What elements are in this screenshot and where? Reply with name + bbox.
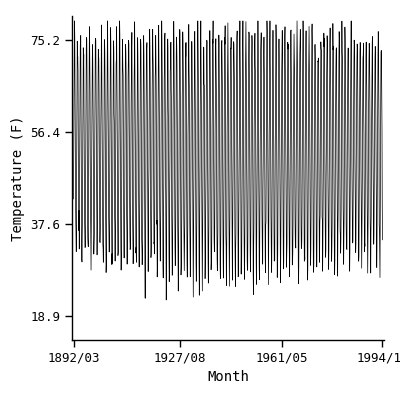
X-axis label: Month: Month: [207, 370, 249, 384]
Y-axis label: Temperature (F): Temperature (F): [11, 115, 25, 241]
